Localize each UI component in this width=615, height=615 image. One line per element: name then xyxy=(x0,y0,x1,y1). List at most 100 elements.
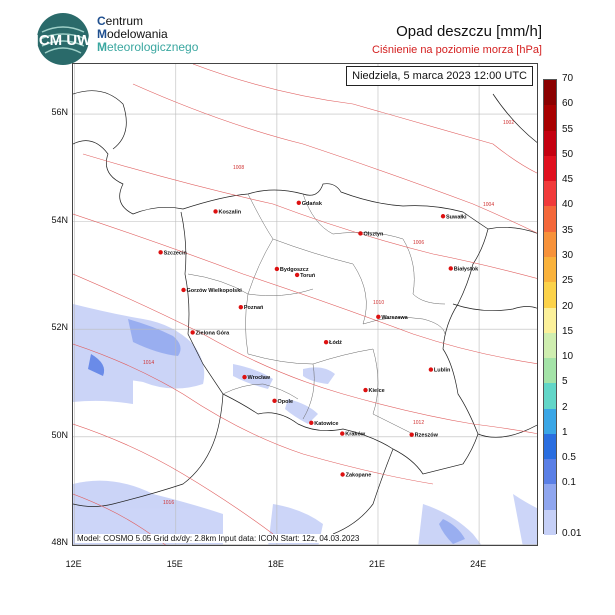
lat-label: 52N xyxy=(51,322,68,333)
precipitation-legend xyxy=(543,79,557,536)
lat-label: 50N xyxy=(51,429,68,440)
legend-color-step xyxy=(544,181,556,207)
map-subtitle: Ciśnienie na poziomie morza [hPa] xyxy=(372,44,542,56)
legend-label: 0.5 xyxy=(562,452,576,464)
city-marker: Opole xyxy=(272,398,294,405)
city-label: Suwałki xyxy=(446,214,467,220)
city-dot xyxy=(409,432,414,437)
legend-color-step xyxy=(544,509,556,536)
city-marker: Toruń xyxy=(294,272,316,279)
city-label: Warszawa xyxy=(381,315,408,321)
city-dot xyxy=(272,398,277,403)
city-dot xyxy=(323,339,329,345)
org-line1: entrum xyxy=(105,14,144,28)
org-line2: odelowania xyxy=(107,27,168,41)
isobar-label: 1014 xyxy=(143,360,154,366)
graticule xyxy=(73,64,537,545)
legend-label: 5 xyxy=(562,376,568,388)
city-dot xyxy=(213,209,218,214)
org-line3: eteorologicznego xyxy=(107,40,199,54)
lon-label: 21E xyxy=(368,559,385,569)
model-info: Model: COSMO 5.05 Grid dx/dy: 2.8km Inpu… xyxy=(75,534,362,543)
city-marker: Gorzów Wielkopolski xyxy=(181,287,243,294)
city-marker: Rzeszów xyxy=(409,432,439,439)
city-label: Zielona Góra xyxy=(196,330,231,336)
city-marker: Wrocław xyxy=(242,374,271,381)
city-marker: Warszawa xyxy=(376,314,409,321)
logo-text: ICM UW xyxy=(36,32,90,49)
lat-label: 54N xyxy=(51,214,68,225)
isobar-label: 1006 xyxy=(413,240,424,246)
org-name: Centrum Modelowania Meteorologicznego xyxy=(97,14,199,54)
legend-color-step xyxy=(544,459,556,485)
isobar-labels: 1002 1004 1006 1008 1010 1012 1014 1016 xyxy=(143,120,514,506)
city-label: Olsztyn xyxy=(363,231,384,237)
legend-label: 55 xyxy=(562,123,574,135)
isobar-label: 1008 xyxy=(233,165,244,171)
city-marker: Lublin xyxy=(428,367,451,374)
city-marker: Kielce xyxy=(363,387,385,394)
legend-label: 70 xyxy=(562,73,574,84)
lon-label: 15E xyxy=(166,559,183,569)
city-marker: Zakopane xyxy=(340,472,371,478)
legend-color-step xyxy=(544,383,556,410)
legend-color-step xyxy=(544,105,556,132)
legend-color-step xyxy=(544,80,556,106)
city-dot xyxy=(296,200,301,206)
city-label: Toruń xyxy=(300,273,316,279)
city-label: Gorzów Wielkopolski xyxy=(187,288,243,294)
city-label: Bydgoszcz xyxy=(280,267,309,273)
legend-color-step xyxy=(544,231,556,258)
legend-label: 1 xyxy=(562,426,568,438)
legend-color-step xyxy=(544,282,556,308)
legend-color-step xyxy=(544,206,556,233)
isobars xyxy=(73,64,537,545)
city-marker: Białystok xyxy=(448,266,479,272)
legend-color-step xyxy=(544,332,556,359)
legend-label: 0.01 xyxy=(562,528,582,539)
legend-label: 45 xyxy=(562,174,574,186)
city-label: Katowice xyxy=(314,421,338,427)
city-marker: Suwałki xyxy=(440,214,467,220)
city-label: Białystok xyxy=(454,266,479,272)
city-marker: Łódź xyxy=(323,339,342,346)
city-marker: Szczecin xyxy=(158,250,187,256)
forecast-datetime: Niedziela, 5 marca 2023 12:00 UTC xyxy=(346,66,533,86)
city-marker: Gdańsk xyxy=(296,200,323,207)
city-dot xyxy=(274,266,280,272)
city-label: Zakopane xyxy=(346,472,372,478)
city-label: Opole xyxy=(278,399,294,405)
map-canvas: 1002 1004 1006 1008 1010 1012 1014 1016 Gdańsk K… xyxy=(73,64,537,545)
legend-label: 0.1 xyxy=(562,477,576,489)
legend-color-step xyxy=(544,155,556,182)
city-dot xyxy=(440,214,446,219)
legend-label: 40 xyxy=(562,199,574,211)
city-label: Lublin xyxy=(434,368,451,374)
city-marker: Kraków xyxy=(340,431,366,438)
city-dot xyxy=(238,304,244,310)
coastlines-and-borders xyxy=(73,90,537,535)
city-marker: Zielona Góra xyxy=(190,330,230,336)
isobar-label: 1004 xyxy=(483,202,494,208)
legend-label: 60 xyxy=(562,98,574,110)
lon-label: 18E xyxy=(267,559,284,569)
city-marker: Bydgoszcz xyxy=(274,266,309,273)
voivodeship-borders xyxy=(187,193,446,435)
lon-label: 24E xyxy=(470,559,487,569)
city-label: Gdańsk xyxy=(302,201,323,207)
city-label: Poznań xyxy=(244,305,264,311)
legend-color-step xyxy=(544,408,556,435)
icm-logo: ICM UW xyxy=(35,12,92,66)
city-dot xyxy=(242,374,247,380)
forecast-map[interactable]: 1002 1004 1006 1008 1010 1012 1014 1016 Gdańsk K… xyxy=(72,63,538,546)
city-label: Szczecin xyxy=(164,250,188,256)
isobar-label: 1016 xyxy=(163,500,174,506)
city-dot xyxy=(363,387,368,393)
legend-label: 30 xyxy=(562,249,574,261)
city-marker: Katowice xyxy=(309,420,338,427)
legend-color-step xyxy=(544,484,556,511)
city-dot xyxy=(428,367,434,372)
legend-color-step xyxy=(544,256,556,283)
legend-label: 35 xyxy=(562,224,574,236)
city-dot xyxy=(358,231,363,236)
